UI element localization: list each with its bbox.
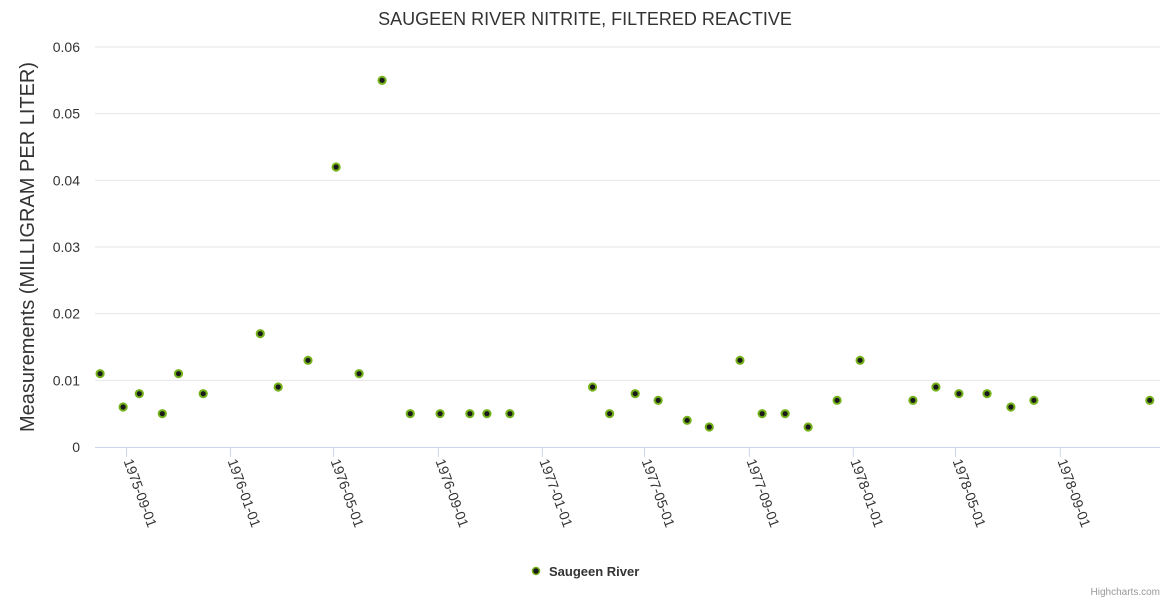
data-point[interactable] [405,409,415,419]
data-point[interactable] [465,409,475,419]
data-point[interactable] [377,75,387,85]
data-point[interactable] [331,162,341,172]
data-point[interactable] [735,355,745,365]
data-points [95,75,1155,432]
legend-label[interactable]: Saugeen River [549,564,639,579]
data-point[interactable] [118,402,128,412]
data-point[interactable] [630,389,640,399]
data-point[interactable] [954,389,964,399]
y-axis-title: Measurements (MILLIGRAM PER LITER) [17,62,39,432]
legend[interactable]: Saugeen River [531,564,640,579]
data-point[interactable] [682,415,692,425]
data-point[interactable] [1006,402,1016,412]
y-tick-label: 0.06 [53,39,80,55]
grid-lines [95,46,1160,381]
data-point[interactable] [157,409,167,419]
legend-marker[interactable] [531,566,541,576]
data-point[interactable] [273,382,283,392]
data-point[interactable] [255,329,265,339]
data-point[interactable] [482,409,492,419]
data-point[interactable] [931,382,941,392]
data-point[interactable] [354,369,364,379]
y-tick-label: 0.01 [53,372,80,388]
data-point[interactable] [435,409,445,419]
y-tick-label: 0 [72,439,80,455]
data-point[interactable] [198,389,208,399]
data-point[interactable] [1029,395,1039,405]
data-point[interactable] [653,395,663,405]
data-point[interactable] [134,389,144,399]
data-point[interactable] [605,409,615,419]
data-point[interactable] [1145,395,1155,405]
y-tick-label: 0.04 [53,172,80,188]
credits-link[interactable]: Highcharts.com [1091,587,1160,598]
data-point[interactable] [757,409,767,419]
y-tick-label: 0.02 [53,306,80,322]
chart-title: SAUGEEN RIVER NITRITE, FILTERED REACTIVE [378,9,792,29]
data-point[interactable] [855,355,865,365]
data-point[interactable] [587,382,598,392]
y-axis-tick-labels: 0 0.01 0.02 0.03 0.04 0.05 0.06 [53,39,80,455]
data-point[interactable] [982,389,992,399]
data-point[interactable] [95,369,105,379]
data-point[interactable] [704,422,714,432]
data-point[interactable] [173,369,184,379]
data-point[interactable] [832,395,842,405]
data-point[interactable] [303,355,313,365]
data-point[interactable] [505,409,515,419]
data-point[interactable] [908,395,918,405]
y-tick-label: 0.03 [53,239,80,255]
y-tick-label: 0.05 [53,106,80,122]
data-point[interactable] [780,409,790,419]
data-point[interactable] [803,422,813,432]
